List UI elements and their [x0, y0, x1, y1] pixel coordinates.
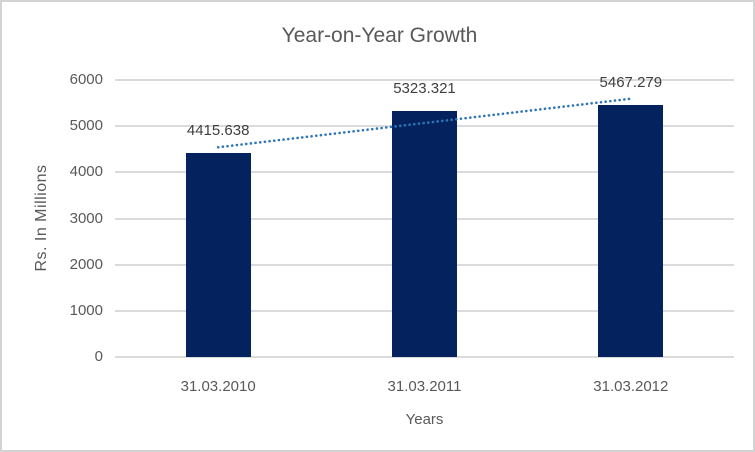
- bar: [392, 111, 457, 357]
- y-tick-label: 5000: [69, 117, 103, 135]
- data-label: 4415.638: [186, 122, 250, 140]
- trendline: [216, 97, 633, 149]
- y-tick-label: 2000: [69, 255, 103, 273]
- y-tick-label: 4000: [69, 163, 103, 181]
- plot-area: [115, 79, 734, 358]
- gridline: [115, 356, 734, 358]
- y-tick-label: 6000: [69, 71, 103, 88]
- y-tick-label: 1000: [69, 301, 103, 319]
- bar: [598, 104, 664, 357]
- y-tick-label: 0: [94, 348, 103, 365]
- chart-title: Year-on-Year Growth: [281, 24, 478, 47]
- x-tick-label: 31.03.2011: [387, 378, 462, 395]
- data-label: 5323.321: [393, 80, 456, 98]
- data-label: 5467.279: [599, 73, 663, 91]
- y-tick-label: 3000: [69, 209, 103, 227]
- x-axis-title: Years: [405, 411, 444, 428]
- bar: [185, 153, 251, 357]
- gridline: [115, 79, 734, 81]
- x-tick-label: 31.03.2010: [180, 378, 256, 395]
- x-tick-label: 31.03.2012: [593, 378, 669, 395]
